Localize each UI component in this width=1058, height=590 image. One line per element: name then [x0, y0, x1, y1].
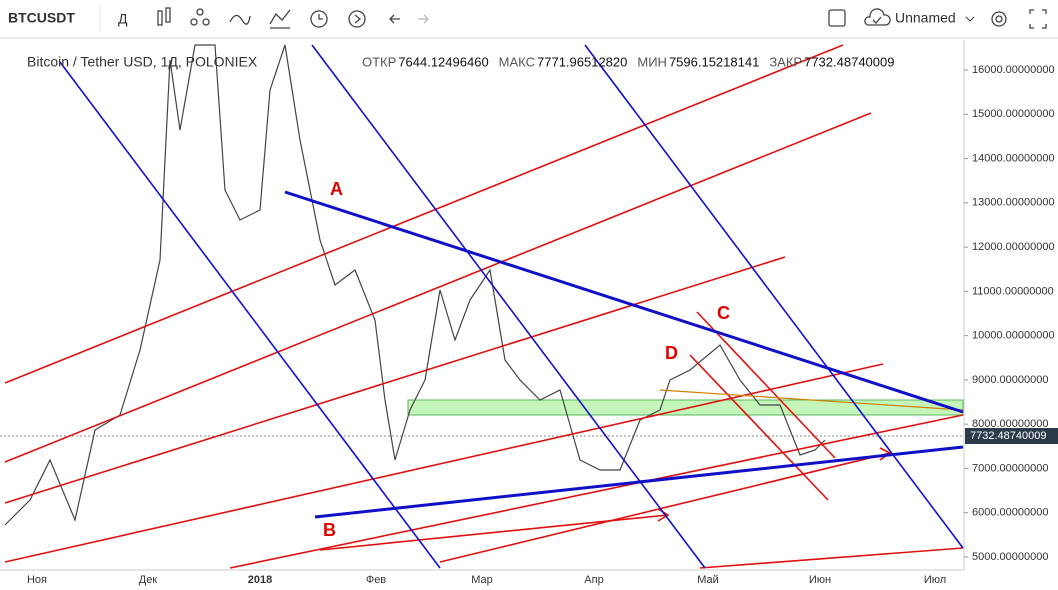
- time-label: Апр: [584, 574, 603, 586]
- toolbar: [0, 0, 1058, 38]
- price-path: [4, 44, 826, 526]
- toolbar-icons[interactable]: [157, 7, 1047, 29]
- legend-title: Bitcoin / Tether USD, 1Д, POLONIEX: [27, 54, 258, 70]
- layout-name[interactable]: Unnamed: [895, 10, 956, 26]
- time-label: Июл: [924, 574, 946, 586]
- time-label: Дек: [139, 574, 158, 586]
- price-label: 13000.00000000: [972, 197, 1055, 209]
- support-zone: [407, 399, 964, 416]
- price-axis: 16000.00000000 15000.00000000 14000.000000…: [964, 64, 1058, 563]
- legend: Bitcoin / Tether USD, 1Д, POLONIEX ОТКР 76…: [27, 54, 894, 70]
- annotation: A: [330, 179, 343, 199]
- price-label: 15000.00000000: [972, 108, 1055, 120]
- time-label: Июн: [809, 574, 831, 586]
- price-label: 6000.00000000: [972, 507, 1048, 519]
- interval-button[interactable]: Д: [118, 11, 128, 27]
- annotation: B: [323, 520, 336, 540]
- time-label: Фев: [366, 574, 386, 586]
- legend-label: ОТКР: [362, 54, 396, 69]
- legend-value: 7644.12496460: [398, 54, 488, 69]
- red-trendlines: [4, 44, 964, 569]
- price-label: 10000.00000000: [972, 330, 1055, 342]
- price-label: 12000.00000000: [972, 241, 1055, 253]
- price-label: 14000.00000000: [972, 152, 1055, 164]
- price-label: 9000.00000000: [972, 374, 1048, 386]
- current-price-box: [965, 428, 1058, 444]
- legend-value: 7732.48740009: [804, 54, 894, 69]
- plot-area: [0, 44, 964, 569]
- legend-label: ЗАКР: [769, 54, 802, 69]
- time-label: Ноя: [27, 574, 47, 586]
- legend-label: МИН: [637, 54, 667, 69]
- time-label: Мар: [471, 574, 493, 586]
- time-axis: Ноя Дек 2018 Фев Мар Апр Май Июн Июл: [27, 574, 946, 586]
- symbol-button[interactable]: BTCUSDT: [8, 10, 75, 26]
- price-label: 5000.00000000: [972, 551, 1048, 563]
- price-label: 7000.00000000: [972, 462, 1048, 474]
- annotation: D: [665, 343, 678, 363]
- legend-label: МАКС: [499, 54, 535, 69]
- price-label: 8000.00000000: [972, 418, 1048, 430]
- blue-trendlines: [59, 44, 964, 569]
- price-label: 16000.00000000: [972, 64, 1055, 76]
- current-price: 7732.48740009: [970, 430, 1046, 442]
- time-label: Май: [697, 574, 719, 586]
- price-label: 11000.00000000: [972, 285, 1054, 297]
- annotation: C: [717, 303, 730, 323]
- time-label: 2018: [248, 574, 272, 586]
- legend-value: 7596.15218141: [669, 54, 759, 69]
- legend-value: 7771.96512820: [537, 54, 627, 69]
